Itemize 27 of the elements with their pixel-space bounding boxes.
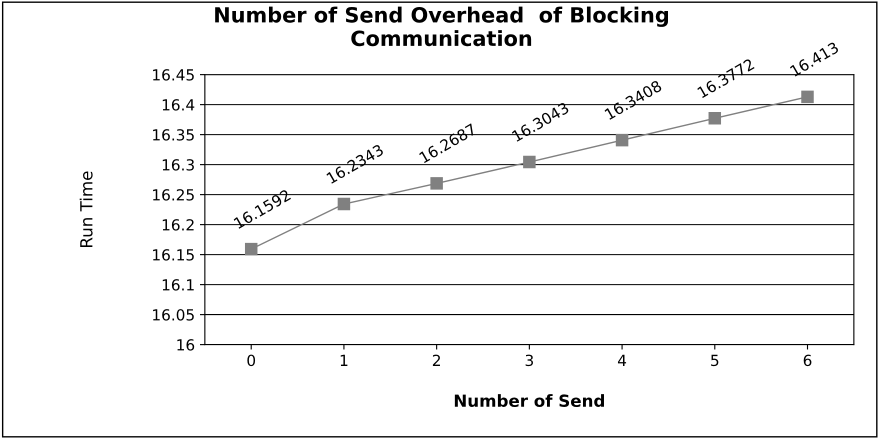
y-tick-label: 16.2 <box>162 219 194 231</box>
y-axis-title: Run Time <box>80 171 93 248</box>
x-tick-label: 5 <box>711 354 718 366</box>
point <box>523 156 536 168</box>
x-tick-label: 1 <box>340 354 348 366</box>
y-tick-label: 16.1 <box>162 279 194 291</box>
y-tick-label: 16 <box>177 339 194 351</box>
point <box>801 90 814 104</box>
point <box>430 177 443 190</box>
point <box>338 198 350 210</box>
point <box>616 134 628 146</box>
chart-title: Number of Send Overhead of Blocking Communication <box>215 6 668 46</box>
y-tick-label: 16.05 <box>153 309 194 321</box>
x-axis-title: Number of Send <box>454 394 604 408</box>
x-tick-label: 4 <box>618 354 626 366</box>
x-tick-label: 2 <box>432 354 440 366</box>
y-tick-label: 16.4 <box>162 99 194 111</box>
x-tick-label: 6 <box>804 354 812 366</box>
point <box>244 242 258 256</box>
y-tick-label: 16.45 <box>153 69 194 81</box>
x-tick-label: 0 <box>247 354 256 366</box>
x-tick-label: 3 <box>526 354 533 366</box>
y-tick-label: 16.3 <box>162 159 194 171</box>
y-tick-label: 16.15 <box>153 249 194 261</box>
y-tick-label: 16.35 <box>153 129 194 141</box>
point <box>708 112 722 125</box>
y-tick-label: 16.25 <box>153 189 194 201</box>
